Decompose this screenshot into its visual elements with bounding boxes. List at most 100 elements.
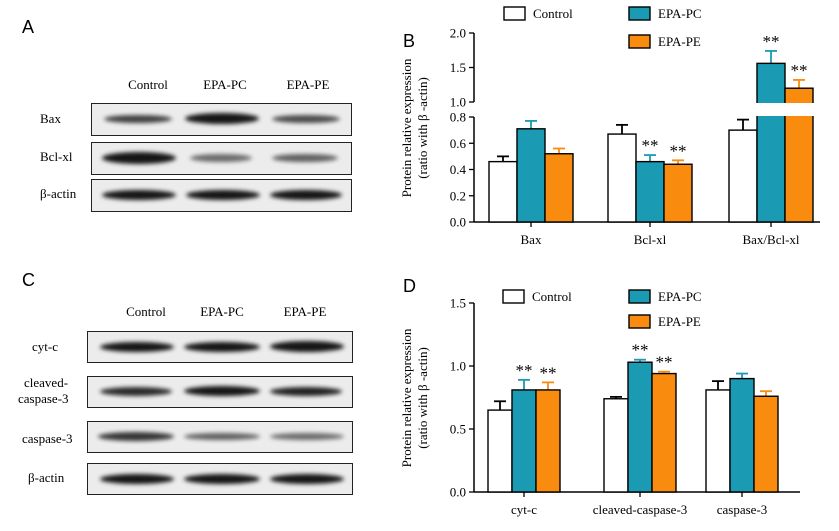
blot-row-label: cyt-c [32, 339, 58, 354]
blot-band [100, 342, 174, 352]
bar [544, 153, 574, 223]
y-axis-subtitle: (ratio with β -actin) [415, 77, 430, 179]
bar [607, 133, 637, 223]
panel-c-letter: C [22, 270, 35, 290]
blot-band [102, 190, 176, 200]
blot-band [184, 474, 260, 484]
blot-band [184, 386, 260, 396]
y-tick-label: 0.0 [450, 485, 466, 500]
significance-label: ** [632, 341, 649, 360]
bar [487, 409, 513, 493]
legend-label: Control [532, 289, 572, 304]
y-tick-label: 0.4 [450, 162, 467, 177]
significance-label: ** [656, 353, 673, 372]
blot-band [272, 154, 338, 162]
blot-strip-beta-actin-c [87, 463, 353, 495]
y-tick-label: 1.5 [450, 296, 466, 311]
y-axis-title: Protein relative expression [399, 58, 414, 197]
x-tick-label: caspase-3 [717, 502, 768, 517]
blot-band [270, 341, 344, 352]
bar [603, 398, 629, 493]
y-tick-label: 0.6 [450, 136, 467, 151]
blot-band [184, 342, 260, 352]
panel-d-letter: D [403, 276, 416, 296]
y-axis-subtitle: (ratio with β -actin) [415, 347, 430, 449]
bar [753, 395, 779, 493]
blot-strip-cleaved-caspase-3 [87, 376, 353, 408]
y-tick-label: 1.5 [450, 60, 466, 75]
significance-label: ** [670, 141, 687, 160]
lane-label-epa-pe: EPA-PE [283, 304, 327, 319]
blot-row-label-line1: cleaved- [24, 375, 69, 390]
blot-row-label: Bax [40, 111, 61, 126]
x-tick-label: cleaved-caspase-3 [593, 502, 688, 517]
blot-band [102, 152, 176, 164]
significance-label: ** [791, 61, 808, 80]
legend-label: EPA-PC [658, 289, 702, 304]
legend-swatch [628, 314, 651, 329]
blot-band [270, 387, 342, 396]
bar [728, 129, 758, 223]
x-tick-label: cyt-c [511, 502, 537, 517]
blot-band [104, 115, 172, 123]
blot-band [100, 387, 172, 396]
blot-band [184, 433, 260, 440]
blot-band [190, 154, 252, 162]
bar [535, 389, 561, 493]
y-tick-label: 0.2 [450, 188, 466, 203]
bar [756, 62, 786, 223]
y-tick-label: 0.0 [450, 215, 466, 230]
significance-label: ** [763, 32, 780, 51]
y-tick-label: 1.0 [450, 359, 466, 374]
legend-label: EPA-PE [658, 314, 701, 329]
y-axis-label: Protein relative expression (ratio with … [399, 58, 430, 197]
y-tick-label: 0.5 [450, 422, 466, 437]
bar [651, 372, 677, 493]
chart-legend: Control EPA-PC EPA-PE [503, 6, 702, 49]
panel-b-letter: B [403, 31, 416, 51]
blot-row-label-line2: caspase-3 [18, 391, 69, 406]
blot-strip-bcl-xl [91, 142, 352, 175]
panel-a-letter: A [22, 17, 35, 37]
blot-band [100, 474, 174, 484]
legend-swatch [628, 289, 651, 304]
bar [663, 163, 693, 223]
bar [627, 361, 653, 493]
legend-label: EPA-PC [658, 6, 702, 21]
y-tick-label: 1.0 [450, 95, 466, 110]
bar [635, 160, 665, 223]
blot-strip-cyt-c [87, 331, 353, 363]
legend-swatch [503, 6, 526, 21]
bar [488, 160, 518, 223]
y-tick-label: 2.0 [450, 26, 466, 41]
x-tick-label: Bax/Bcl-xl [742, 232, 799, 247]
blot-band [270, 474, 344, 484]
legend-label: EPA-PE [658, 34, 701, 49]
blot-band [272, 115, 340, 123]
lane-label-epa-pc: EPA-PC [203, 77, 247, 92]
lane-label-epa-pc: EPA-PC [200, 304, 244, 319]
bar [705, 389, 731, 493]
bar [729, 377, 755, 493]
blot-row-label: caspase-3 [22, 431, 73, 446]
blot-strip-beta-actin-a [91, 179, 352, 212]
lane-label-epa-pe: EPA-PE [286, 77, 330, 92]
axis-break-gap [472, 103, 822, 116]
blot-row-label: β-actin [28, 470, 65, 485]
blot-band [185, 113, 259, 124]
blot-band [270, 190, 342, 200]
blot-strip-bax [91, 103, 352, 136]
lane-label-control: Control [128, 77, 168, 92]
y-axis-title: Protein relative expression [399, 328, 414, 467]
x-tick-label: Bax [521, 232, 542, 247]
blot-band [98, 432, 174, 441]
y-axis-label: Protein relative expression (ratio with … [399, 328, 430, 467]
blot-row-label: β-actin [40, 186, 77, 201]
significance-label: ** [516, 361, 533, 380]
blot-row-label: Bcl-xl [40, 149, 73, 164]
chart-legend: Control EPA-PC EPA-PE [502, 289, 702, 329]
x-tick-label: Bcl-xl [634, 232, 667, 247]
legend-swatch [628, 6, 651, 21]
